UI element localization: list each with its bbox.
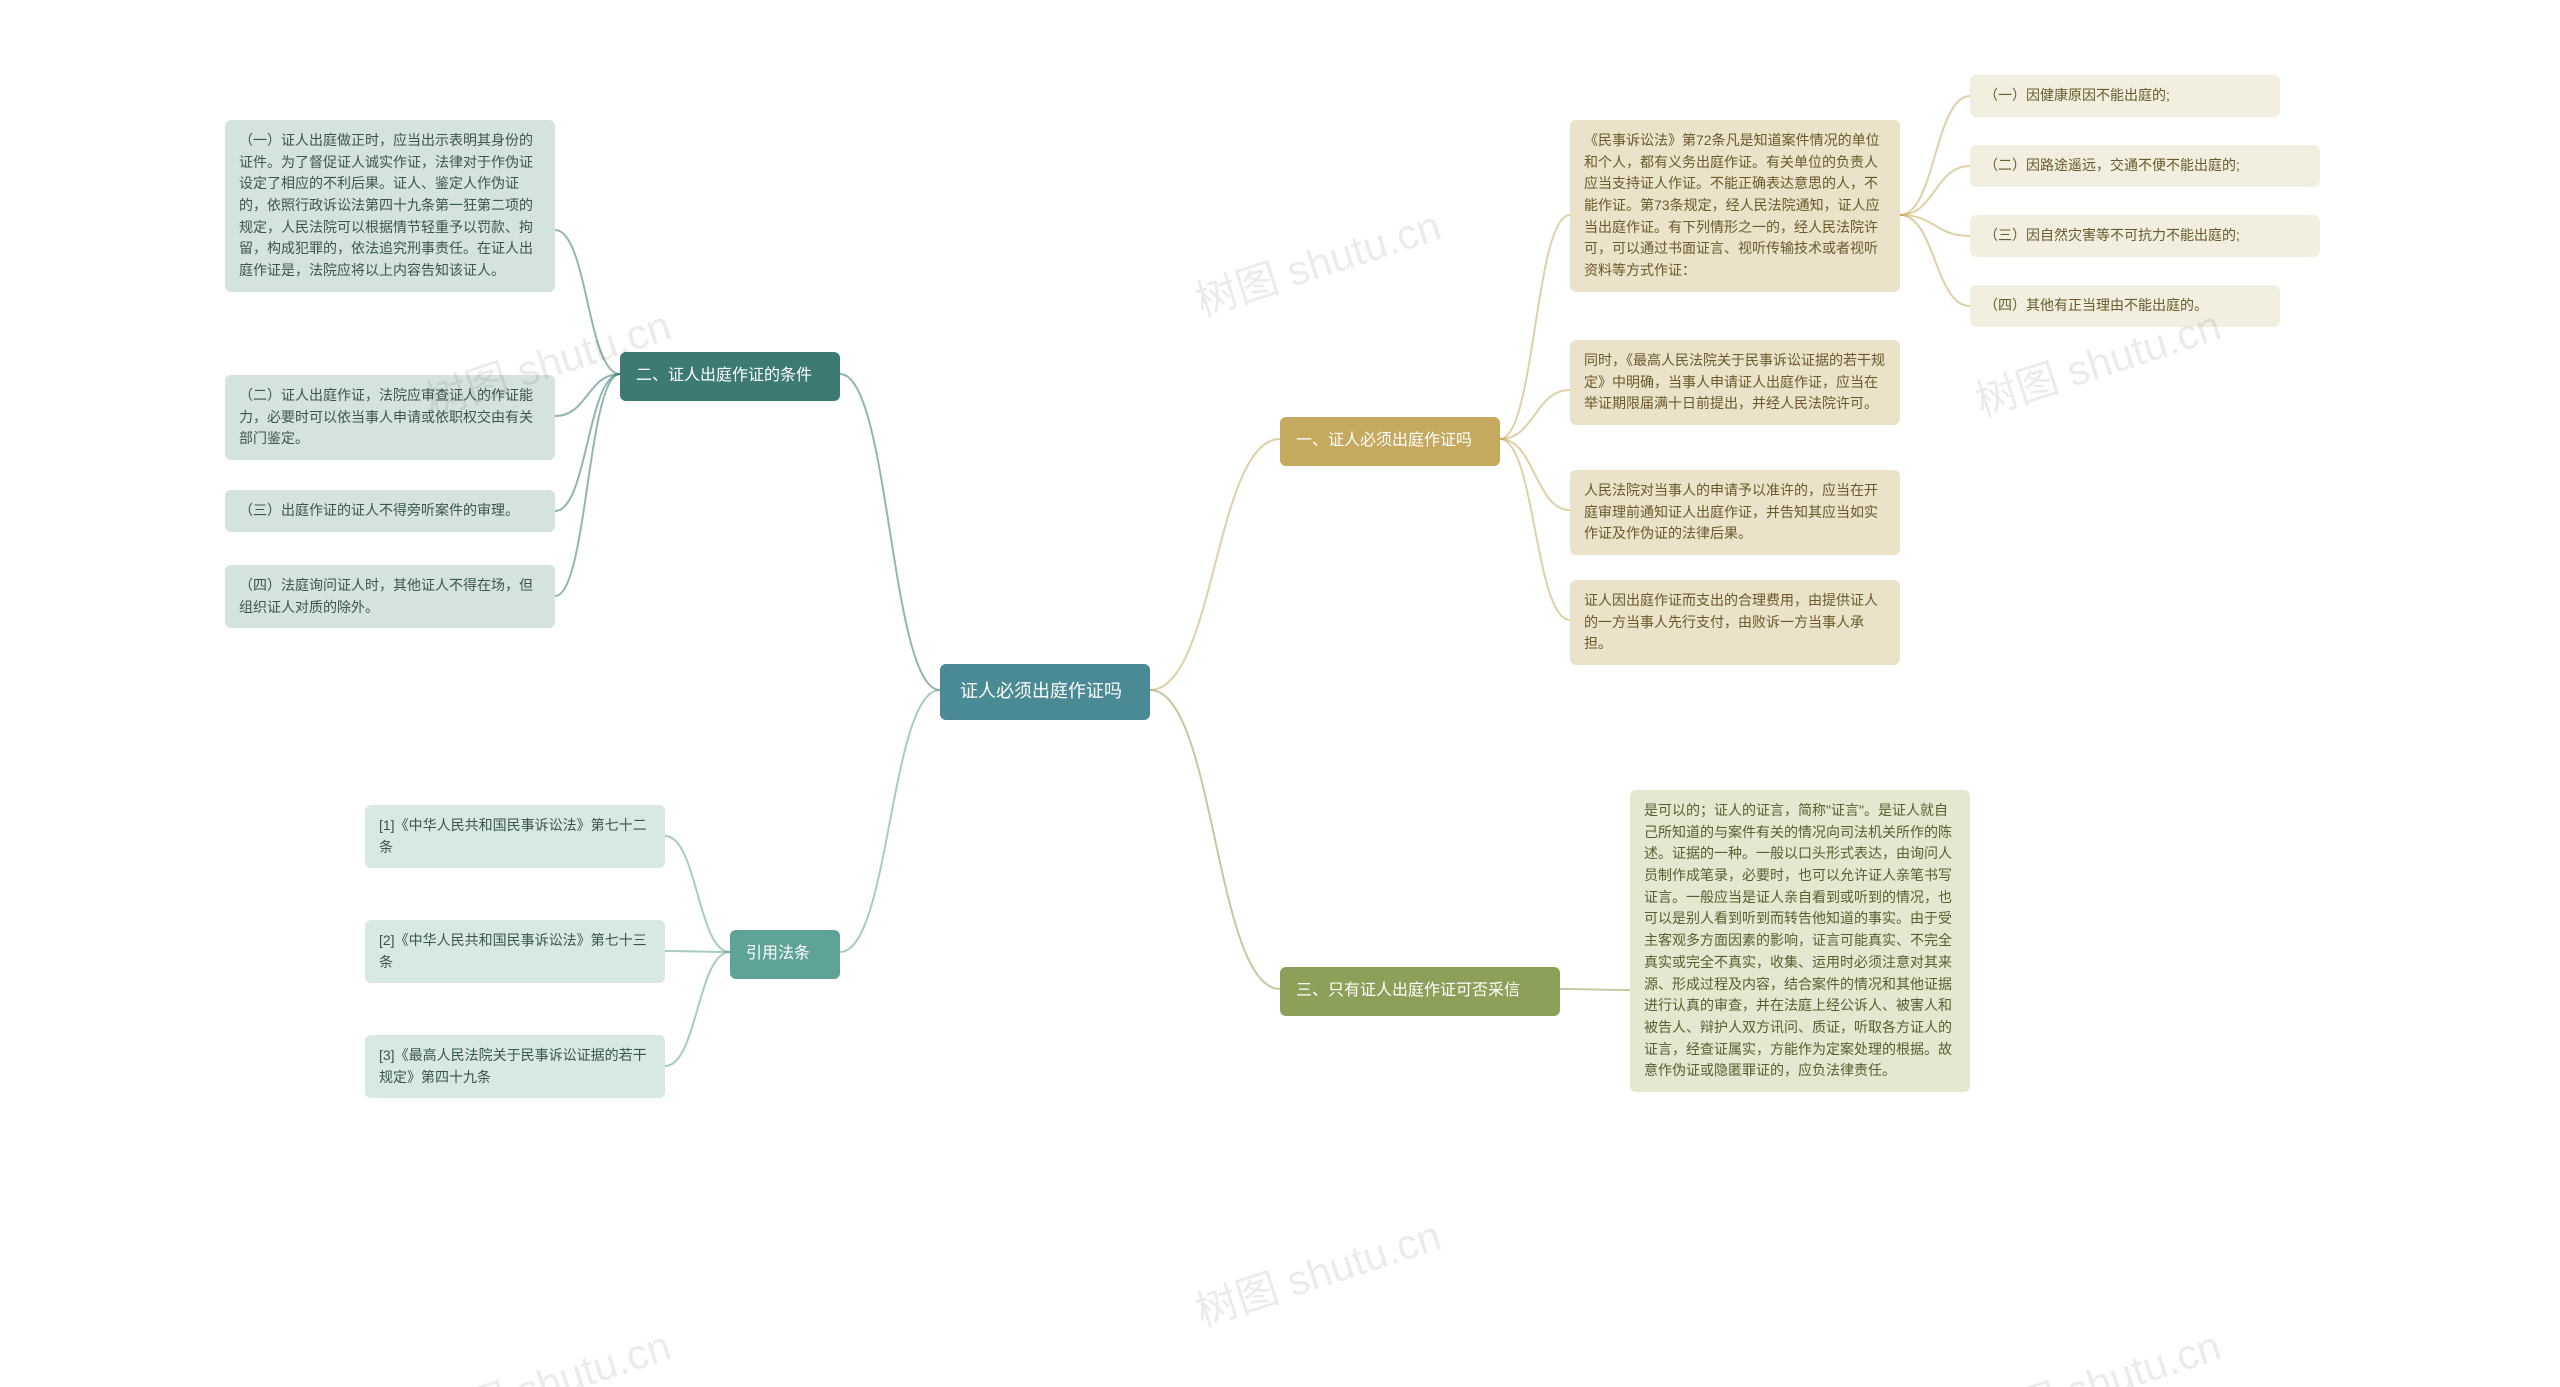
branch4-node-1[interactable]: [1]《中华人民共和国民事诉讼法》第七十二条	[365, 805, 665, 868]
branch3-header[interactable]: 三、只有证人出庭作证可否采信	[1280, 967, 1560, 1016]
branch2-node-1[interactable]: （一）证人出庭做正时，应当出示表明其身份的证件。为了督促证人诚实作证，法律对于作…	[225, 120, 555, 292]
connector	[1560, 989, 1630, 990]
branch4-header[interactable]: 引用法条	[730, 930, 840, 979]
watermark: 树图 shutu.cn	[417, 1312, 678, 1387]
branch1-leaf-1[interactable]: （一）因健康原因不能出庭的;	[1970, 75, 2280, 117]
branch4-node-2[interactable]: [2]《中华人民共和国民事诉讼法》第七十三条	[365, 920, 665, 983]
branch1-node-3[interactable]: 人民法院对当事人的申请予以准许的，应当在开庭审理前通知证人出庭作证，并告知其应当…	[1570, 470, 1900, 555]
connector	[1150, 690, 1280, 989]
root-node[interactable]: 证人必须出庭作证吗	[940, 664, 1150, 720]
connector	[1900, 166, 1970, 215]
connector	[840, 690, 940, 952]
branch1-leaf-3[interactable]: （三）因自然灾害等不可抗力不能出庭的;	[1970, 215, 2320, 257]
branch1-node-2[interactable]: 同时，《最高人民法院关于民事诉讼证据的若干规定》中明确，当事人申请证人出庭作证，…	[1570, 340, 1900, 425]
connector	[665, 952, 730, 1066]
connector	[665, 836, 730, 952]
branch1-leaf-2[interactable]: （二）因路途遥远，交通不便不能出庭的;	[1970, 145, 2320, 187]
watermark: 树图 shutu.cn	[1967, 1312, 2228, 1387]
branch1-node-4[interactable]: 证人因出庭作证而支出的合理费用，由提供证人的一方当事人先行支付，由败诉一方当事人…	[1570, 580, 1900, 665]
connector	[1150, 439, 1280, 690]
branch1-header[interactable]: 一、证人必须出庭作证吗	[1280, 417, 1500, 466]
connector	[555, 230, 620, 374]
connector	[555, 374, 620, 511]
branch2-node-4[interactable]: （四）法庭询问证人时，其他证人不得在场，但组织证人对质的除外。	[225, 565, 555, 628]
connector	[555, 374, 620, 416]
watermark: 树图 shutu.cn	[1187, 192, 1448, 329]
connector	[1500, 390, 1570, 439]
connector	[840, 374, 940, 690]
branch2-header[interactable]: 二、证人出庭作证的条件	[620, 352, 840, 401]
connector	[555, 374, 620, 596]
connector	[1900, 215, 1970, 306]
connector	[665, 951, 730, 952]
connector	[1500, 439, 1570, 620]
connector	[1900, 96, 1970, 215]
branch2-node-3[interactable]: （三）出庭作证的证人不得旁听案件的审理。	[225, 490, 555, 532]
connector	[1500, 215, 1570, 439]
branch1-leaf-4[interactable]: （四）其他有正当理由不能出庭的。	[1970, 285, 2280, 327]
branch4-node-3[interactable]: [3]《最高人民法院关于民事诉讼证据的若干规定》第四十九条	[365, 1035, 665, 1098]
branch1-node-1[interactable]: 《民事诉讼法》第72条凡是知道案件情况的单位和个人，都有义务出庭作证。有关单位的…	[1570, 120, 1900, 292]
branch3-node-1[interactable]: 是可以的；证人的证言，简称"证言"。是证人就自己所知道的与案件有关的情况向司法机…	[1630, 790, 1970, 1092]
connector	[1500, 439, 1570, 510]
watermark: 树图 shutu.cn	[1187, 1202, 1448, 1339]
branch2-node-2[interactable]: （二）证人出庭作证，法院应审查证人的作证能力，必要时可以依当事人申请或依职权交由…	[225, 375, 555, 460]
connector	[1900, 215, 1970, 236]
